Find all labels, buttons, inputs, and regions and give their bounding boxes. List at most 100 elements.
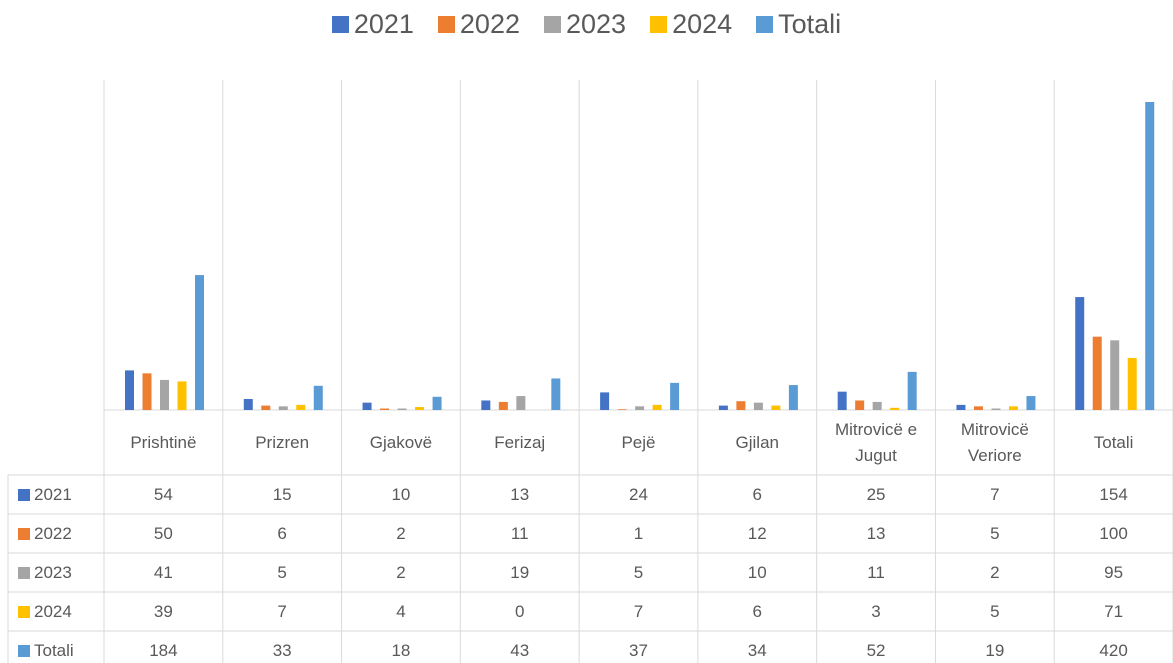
table-value: 11 bbox=[510, 523, 529, 543]
row-label: 2023 bbox=[34, 562, 72, 582]
bar bbox=[1110, 340, 1120, 410]
bar bbox=[415, 407, 425, 410]
table-value: 19 bbox=[985, 640, 1005, 660]
bar bbox=[142, 373, 152, 410]
bar bbox=[125, 370, 134, 410]
bar bbox=[1008, 406, 1018, 410]
table-value: 6 bbox=[752, 601, 762, 621]
table-value: 15 bbox=[272, 484, 292, 504]
bar bbox=[296, 404, 306, 410]
legend-swatch bbox=[437, 15, 455, 33]
table-value: 0 bbox=[514, 601, 525, 621]
table-value: 12 bbox=[747, 523, 767, 543]
table-value: 7 bbox=[633, 601, 644, 621]
legend-label: 2023 bbox=[565, 8, 627, 39]
table-value: 34 bbox=[747, 640, 767, 660]
bar bbox=[670, 382, 680, 410]
table-value: 2 bbox=[990, 562, 1000, 582]
bar bbox=[243, 399, 253, 410]
category-label: Prishtinë bbox=[130, 432, 197, 452]
table-value: 13 bbox=[866, 523, 886, 543]
legend-label: 2022 bbox=[459, 8, 520, 39]
bar bbox=[1026, 396, 1036, 410]
table-value: 11 bbox=[867, 562, 885, 582]
bar bbox=[753, 402, 763, 410]
row-key bbox=[18, 527, 30, 540]
category-label: Gjakovë bbox=[369, 432, 433, 452]
row-header: 2023 bbox=[8, 553, 104, 592]
legend-item: 2024 bbox=[650, 9, 732, 40]
bar bbox=[160, 379, 169, 410]
bar bbox=[600, 392, 610, 410]
table-value: 41 bbox=[153, 562, 173, 582]
bar bbox=[1075, 297, 1085, 410]
bar bbox=[718, 405, 728, 410]
table-value: 18 bbox=[391, 640, 411, 660]
legend-item: 2022 bbox=[437, 8, 520, 40]
bar bbox=[380, 408, 390, 410]
row-header: Totali bbox=[8, 631, 104, 663]
bar bbox=[837, 391, 847, 410]
table-value: 13 bbox=[510, 484, 530, 504]
legend-label: Totali bbox=[778, 8, 842, 39]
bar bbox=[313, 385, 323, 410]
bar bbox=[278, 406, 288, 410]
table-value: 184 bbox=[149, 640, 178, 660]
legend-item: 2021 bbox=[331, 8, 414, 40]
row-key bbox=[18, 605, 30, 618]
category-label: Totali bbox=[1093, 432, 1134, 452]
table-value: 39 bbox=[153, 601, 173, 621]
bar bbox=[736, 401, 746, 410]
bar bbox=[771, 405, 781, 410]
table-value: 25 bbox=[866, 484, 886, 504]
bar bbox=[481, 400, 491, 410]
table-value: 4 bbox=[396, 601, 406, 621]
table-value: 71 bbox=[1104, 601, 1124, 621]
table-value: 2 bbox=[396, 562, 406, 582]
row-label: Totali bbox=[34, 640, 74, 660]
category-label: Gjilan bbox=[735, 432, 779, 452]
table-value: 50 bbox=[153, 523, 173, 543]
category-label: Prizren bbox=[255, 432, 310, 452]
bar bbox=[617, 409, 627, 410]
bar bbox=[973, 406, 983, 410]
bar bbox=[498, 401, 508, 410]
bar bbox=[397, 408, 407, 410]
table-value: 54 bbox=[153, 484, 173, 504]
bar bbox=[956, 404, 966, 410]
bar bbox=[788, 385, 798, 410]
bar bbox=[635, 406, 645, 410]
legend-label: 2021 bbox=[353, 8, 414, 39]
bar bbox=[1092, 336, 1102, 410]
table-value: 154 bbox=[1099, 484, 1128, 504]
category-label: Mitrovicë e Jugut bbox=[834, 419, 918, 465]
row-header: 2021 bbox=[8, 475, 104, 514]
table-value: 100 bbox=[1099, 523, 1128, 543]
row-header: 2022 bbox=[8, 514, 104, 553]
legend-swatch bbox=[331, 15, 349, 33]
bar bbox=[890, 407, 900, 410]
table-value: 52 bbox=[866, 640, 886, 660]
legend-item: 2023 bbox=[543, 8, 627, 40]
category-label: Mitrovicë Veriore bbox=[960, 419, 1029, 465]
bar bbox=[362, 402, 372, 410]
legend-swatch bbox=[543, 15, 561, 33]
bar bbox=[551, 378, 561, 410]
legend-label: 2024 bbox=[672, 8, 733, 39]
table-value: 37 bbox=[629, 640, 648, 660]
table-value: 24 bbox=[629, 484, 648, 504]
bar bbox=[195, 275, 204, 410]
legend: 2021 2022 2023 2024 Totali bbox=[0, 4, 1173, 44]
table-value: 420 bbox=[1099, 640, 1128, 660]
table-value: 7 bbox=[990, 484, 1000, 504]
bar bbox=[1145, 102, 1155, 410]
table-value: 95 bbox=[1104, 562, 1124, 582]
table-value: 33 bbox=[272, 640, 292, 660]
bar bbox=[177, 381, 187, 410]
table-value: 5 bbox=[277, 562, 287, 582]
legend-swatch bbox=[650, 15, 668, 33]
table-value: 43 bbox=[510, 640, 530, 660]
legend-swatch bbox=[756, 15, 774, 33]
row-key bbox=[18, 488, 30, 501]
